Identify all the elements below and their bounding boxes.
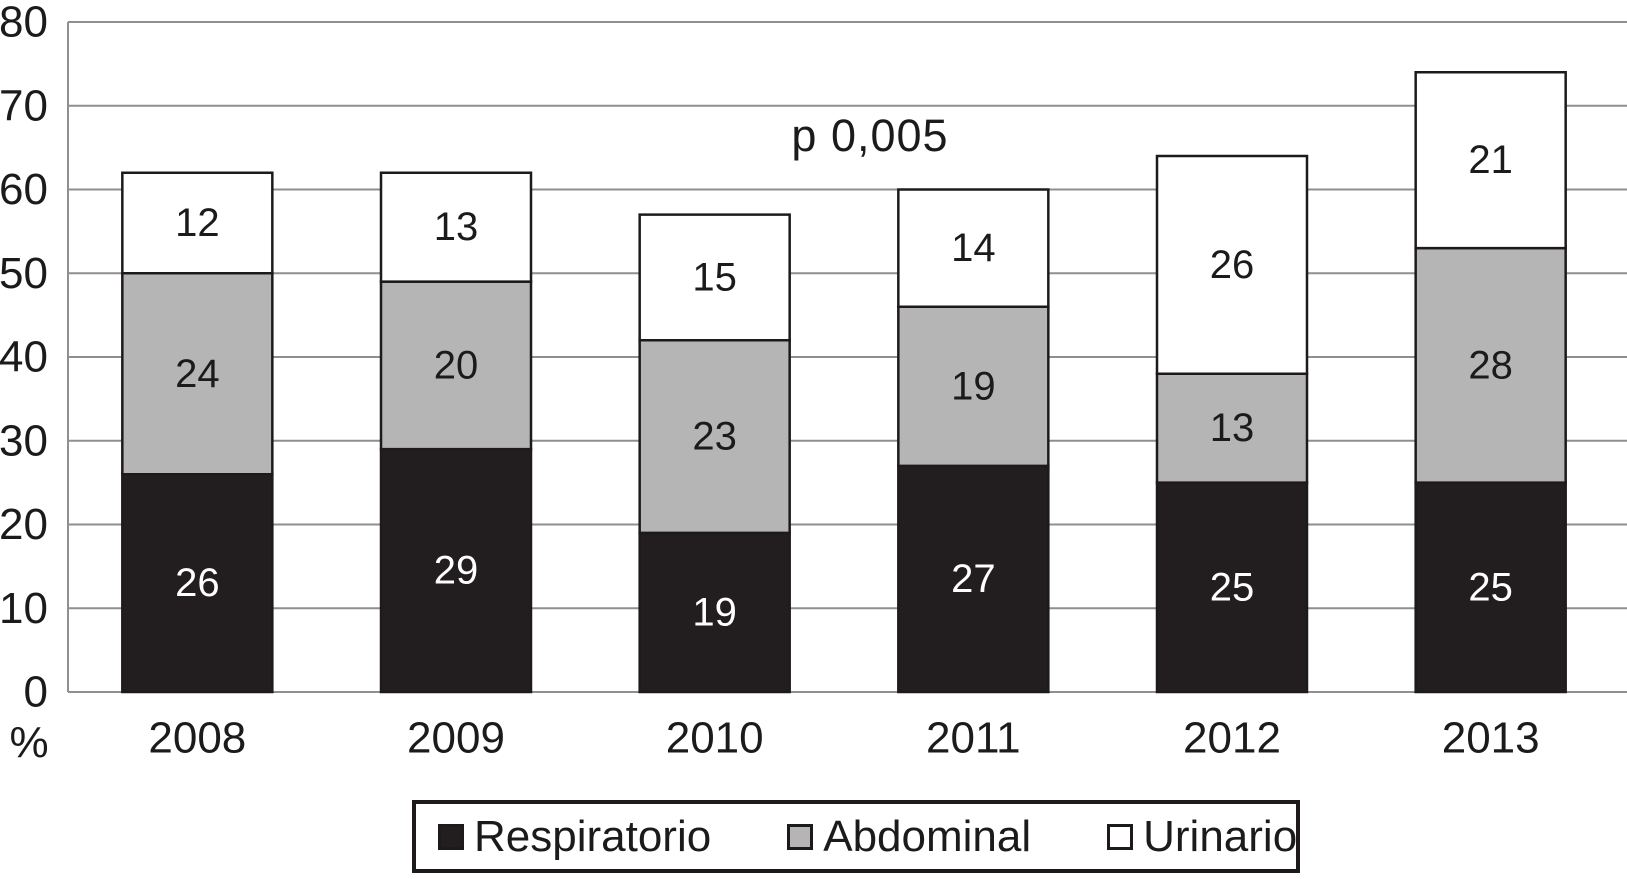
bar-segment-respiratorio bbox=[379, 447, 533, 694]
y-axis-unit-label: % bbox=[9, 718, 49, 767]
bar-segment-urinario bbox=[1155, 154, 1309, 375]
respiratorio-swatch-icon bbox=[438, 823, 464, 850]
chart-legend: Respiratorio Abdominal Urinario bbox=[412, 800, 1300, 873]
y-tick-label: 30 bbox=[0, 416, 48, 465]
bar-value-label: 20 bbox=[434, 343, 479, 387]
bar-value-label: 27 bbox=[951, 557, 996, 601]
y-tick-label: 20 bbox=[0, 500, 48, 549]
abdominal-swatch-icon bbox=[787, 823, 814, 850]
bar-segment-respiratorio bbox=[638, 531, 791, 694]
bar-value-label: 12 bbox=[175, 201, 220, 245]
bar-value-label: 19 bbox=[692, 590, 737, 634]
bar-value-label: 21 bbox=[1468, 138, 1513, 182]
bar-segment-abdominal bbox=[379, 280, 533, 451]
urinario-swatch-icon bbox=[1107, 823, 1134, 850]
bar-value-label: 13 bbox=[1210, 406, 1255, 450]
bar-value-label: 25 bbox=[1210, 565, 1255, 609]
bar-segment-abdominal bbox=[1155, 372, 1309, 484]
bar-value-label: 24 bbox=[175, 352, 220, 396]
bar-value-label: 23 bbox=[692, 415, 737, 459]
legend-label-abdominal: Abdominal bbox=[823, 811, 1032, 861]
p-value-annotation: p 0,005 bbox=[791, 110, 949, 161]
bar-segment-respiratorio bbox=[1414, 481, 1567, 694]
x-tick-label: 2009 bbox=[407, 714, 505, 763]
bar-value-label: 19 bbox=[951, 364, 996, 408]
bar-segment-abdominal bbox=[1414, 246, 1567, 484]
bar-segment-urinario bbox=[638, 213, 791, 342]
bar-value-label: 26 bbox=[1210, 243, 1255, 287]
bar-value-label: 15 bbox=[692, 255, 737, 299]
bar-value-label: 28 bbox=[1468, 343, 1513, 387]
y-tick-label: 60 bbox=[0, 165, 48, 214]
bar-value-label: 29 bbox=[434, 549, 479, 593]
y-tick-label: 70 bbox=[0, 81, 48, 130]
legend-label-urinario: Urinario bbox=[1143, 811, 1298, 861]
y-tick-label: 0 bbox=[24, 668, 48, 717]
bar-value-label: 25 bbox=[1468, 565, 1513, 609]
x-tick-label: 2011 bbox=[926, 714, 1021, 763]
legend-item-urinario: Urinario bbox=[1107, 812, 1297, 862]
bar-segment-abdominal bbox=[638, 339, 791, 535]
bar-segment-urinario bbox=[379, 171, 533, 283]
bar-segment-abdominal bbox=[121, 272, 274, 476]
y-tick-label: 80 bbox=[0, 0, 48, 47]
legend-item-abdominal: Abdominal bbox=[787, 812, 1031, 862]
y-tick-label: 50 bbox=[0, 249, 48, 298]
bar-value-label: 14 bbox=[951, 226, 996, 270]
x-tick-label: 2012 bbox=[1183, 714, 1281, 763]
bar-value-label: 13 bbox=[434, 205, 479, 249]
y-tick-label: 40 bbox=[0, 333, 48, 382]
bar-segment-urinario bbox=[121, 171, 274, 275]
bar-segment-respiratorio bbox=[897, 464, 1050, 694]
legend-item-respiratorio: Respiratorio bbox=[438, 812, 711, 862]
x-tick-label: 2008 bbox=[148, 714, 246, 763]
x-tick-label: 2010 bbox=[666, 714, 764, 763]
legend-label-respiratorio: Respiratorio bbox=[474, 811, 712, 861]
x-tick-label: 2013 bbox=[1442, 714, 1540, 763]
bar-value-label: 26 bbox=[175, 561, 220, 605]
bar-segment-urinario bbox=[1414, 71, 1567, 250]
y-tick-label: 10 bbox=[0, 584, 48, 633]
bar-segment-urinario bbox=[897, 188, 1050, 308]
